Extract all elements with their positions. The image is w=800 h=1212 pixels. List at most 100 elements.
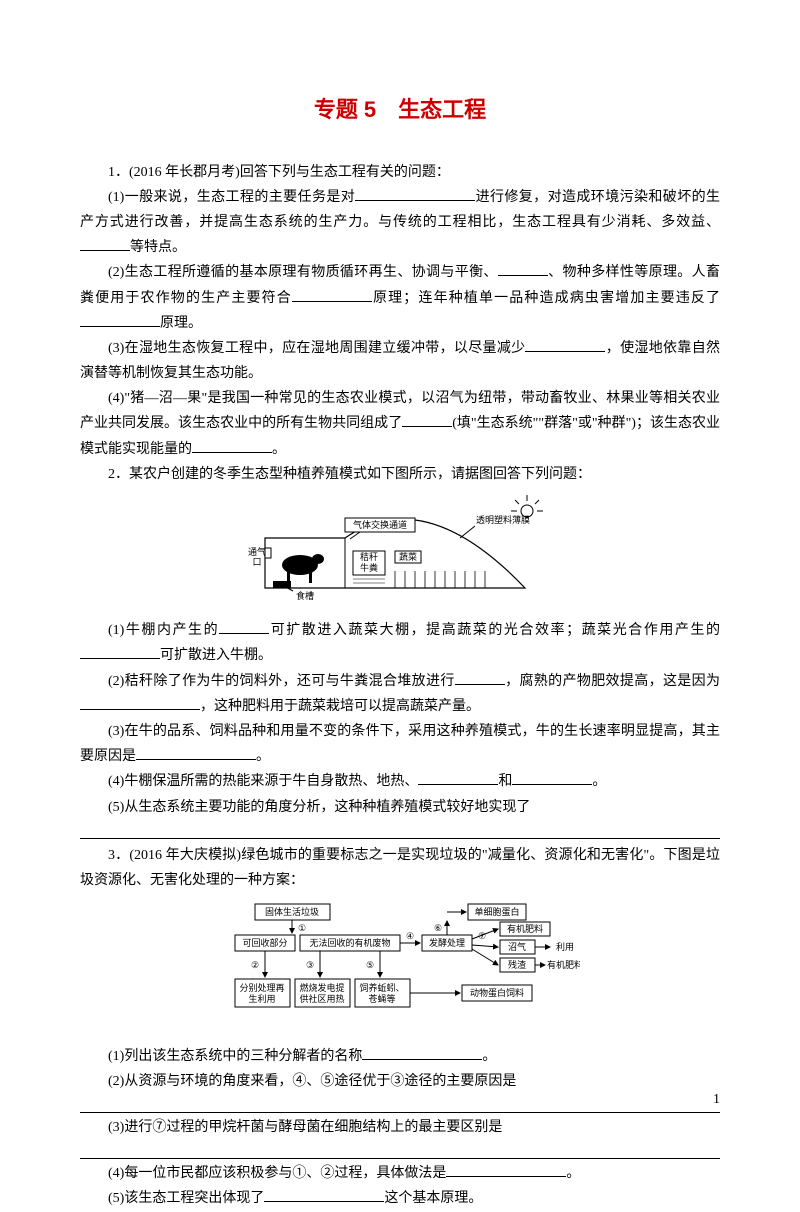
blank <box>362 1046 482 1060</box>
trough-label: 食槽 <box>296 590 314 601</box>
q2-p2: (2)秸秆除了作为牛的饲料外，还可与牛粪混合堆放进行 ，腐熟的产物肥效提高，这是因… <box>80 669 720 719</box>
blank <box>455 671 505 685</box>
text: 原理；连年种植单一品种造成病虫害增加主要违反了 <box>372 291 720 306</box>
text: 可扩散进入蔬菜大棚，提高蔬菜的光合效率；蔬菜光合作用产生的 <box>269 623 720 638</box>
diagram1-wrap: 气体交换通道 透明塑料薄膜 秸秆 牛粪 蔬菜 <box>80 493 720 612</box>
q1-p2: (2)生态工程所遵循的基本原理有物质循环再生、协调与平衡、、物种多样性等原理。人… <box>80 260 720 336</box>
text: 这个基本原理。 <box>384 1191 482 1206</box>
diagram2-wrap: 固体生活垃圾 ① 可回收部分 无法回收的有机废物 ② 分别处理再 生利用 ③ 燃… <box>80 899 720 1038</box>
separate-label1: 分别处理再 <box>239 982 284 993</box>
worm-label2: 苍蝇等 <box>368 993 395 1004</box>
blank <box>192 439 272 453</box>
n6: ⑥ <box>434 923 442 933</box>
q2-p1: (1)牛棚内产生的 可扩散进入蔬菜大棚，提高蔬菜的光合效率；蔬菜光合作用产生的可扩… <box>80 618 720 668</box>
blank <box>80 313 160 327</box>
q1-p1: (1)一般来说，生态工程的主要任务是对进行修复，对造成环境污染和破坏的生产方式进… <box>80 185 720 261</box>
q3-p5: (5)该生态工程突出体现了 这个基本原理。 <box>80 1186 720 1211</box>
page-title: 专题 5 生态工程 <box>80 90 720 130</box>
text: ，这种肥料用于蔬菜栽培可以提高蔬菜产量。 <box>200 699 480 714</box>
use-label: 利用 <box>556 941 574 952</box>
burn-label2: 供社区用热 <box>299 993 344 1004</box>
q2-p5: (5)从生态系统主要功能的角度分析，这种种植养殖模式较好地实现了 <box>80 795 720 820</box>
q2-p3: (3)在牛的品系、饲料品种和用量不变的条件下，采用这种养殖模式，牛的生长速率明显… <box>80 719 720 769</box>
n5: ⑤ <box>366 960 374 970</box>
organic-label: 有机肥料 <box>507 923 543 934</box>
text: (3)进行⑦过程的甲烷杆菌与酵母菌在细胞结构上的最主要区别是 <box>108 1120 502 1135</box>
q1-head: 1．(2016 年长郡月考)回答下列与生态工程有关的问题： <box>80 160 720 185</box>
blank-line <box>80 1096 720 1113</box>
protein-label: 单细胞蛋白 <box>474 906 519 917</box>
blank <box>402 413 452 427</box>
text: 。 <box>566 1166 580 1181</box>
text: 。 <box>482 1049 496 1064</box>
q3-p3: (3)进行⑦过程的甲烷杆菌与酵母菌在细胞结构上的最主要区别是 <box>80 1115 720 1140</box>
residue-label: 残渣 <box>508 959 526 970</box>
blank <box>512 771 592 785</box>
nonrec-label: 无法回收的有机废物 <box>309 937 390 948</box>
text: 可扩散进入牛棚。 <box>160 648 272 663</box>
n4: ④ <box>406 931 414 941</box>
separate-label2: 生利用 <box>248 993 275 1004</box>
text: 。 <box>256 749 270 764</box>
q3-head: 3．(2016 年大庆模拟)绿色城市的重要标志之一是实现垃圾的"减量化、资源化和… <box>80 843 720 893</box>
page-number: 1 <box>713 1087 720 1112</box>
fert2-label: 有机肥料 <box>547 959 580 970</box>
blank <box>292 288 372 302</box>
text: ，腐熟的产物肥效提高，这是因为 <box>505 674 720 689</box>
text: (2)秸秆除了作为牛的饲料外，还可与牛粪混合堆放进行 <box>108 674 455 689</box>
text: 。 <box>592 774 606 789</box>
greenhouse-diagram: 气体交换通道 透明塑料薄膜 秸秆 牛粪 蔬菜 <box>245 493 555 603</box>
blank-line <box>80 822 720 839</box>
n1: ① <box>298 923 306 933</box>
blank <box>264 1188 384 1202</box>
q3-p4: (4)每一位市民都应该积极参与①、②过程，具体做法是 。 <box>80 1161 720 1186</box>
text: 。 <box>272 442 286 457</box>
blank <box>80 696 200 710</box>
blank <box>355 187 475 201</box>
plastic-label: 透明塑料薄膜 <box>476 514 530 525</box>
waste-flowchart: 固体生活垃圾 ① 可回收部分 无法回收的有机废物 ② 分别处理再 生利用 ③ 燃… <box>220 899 580 1029</box>
text: (4)牛棚保温所需的热能来源于牛自身散热、地热、 <box>108 774 418 789</box>
n3: ③ <box>306 960 314 970</box>
text: (1)牛棚内产生的 <box>108 623 219 638</box>
text: (5)该生态工程突出体现了 <box>108 1191 264 1206</box>
blank <box>498 262 548 276</box>
n2: ② <box>251 960 259 970</box>
vent-label: 通气 <box>248 546 266 557</box>
text: (1)一般来说，生态工程的主要任务是对 <box>108 190 355 205</box>
blank <box>219 620 269 634</box>
vent-label2: 口 <box>252 557 261 567</box>
worm-label1: 饲养蚯蚓、 <box>359 982 404 993</box>
text: (3)在湿地生态恢复工程中，应在湿地周围建立缓冲带，以尽量减少 <box>108 341 525 356</box>
blank <box>80 645 160 659</box>
q3-p2: (2)从资源与环境的角度来看，④、⑤途径优于③途径的主要原因是 <box>80 1069 720 1094</box>
q1-p3: (3)在湿地生态恢复工程中，应在湿地周围建立缓冲带，以尽量减少，使湿地依靠自然演… <box>80 336 720 386</box>
recyclable-label: 可回收部分 <box>242 937 287 948</box>
text: (4)每一位市民都应该积极参与①、②过程，具体做法是 <box>108 1166 446 1181</box>
blank <box>446 1163 566 1177</box>
blank <box>525 338 605 352</box>
blank-line <box>80 1142 720 1159</box>
q2-p4: (4)牛棚保温所需的热能来源于牛自身散热、地热、 和 。 <box>80 769 720 794</box>
text: 原理。 <box>160 316 202 331</box>
straw-label2: 牛粪 <box>360 562 378 573</box>
q2-head: 2．某农户创建的冬季生态型种植养殖模式如下图所示，请据图回答下列问题： <box>80 462 720 487</box>
blank <box>136 746 256 760</box>
gas-label: 气体交换通道 <box>353 519 407 530</box>
text: (5)从生态系统主要功能的角度分析，这种种植养殖模式较好地实现了 <box>108 800 530 815</box>
veg-label: 蔬菜 <box>399 551 417 562</box>
biogas-label: 沼气 <box>508 941 526 952</box>
text: (1)列出该生态系统中的三种分解者的名称 <box>108 1049 362 1064</box>
solid-label: 固体生活垃圾 <box>265 906 319 917</box>
q1-p4: (4)"猪—沼—果"是我国一种常见的生态农业模式，以沼气为纽带，带动畜牧业、林果… <box>80 386 720 462</box>
text: 和 <box>498 774 512 789</box>
ferment-label: 发酵处理 <box>429 937 465 948</box>
straw-label: 秸秆 <box>360 551 378 562</box>
text: 等特点。 <box>130 240 186 255</box>
blank <box>80 237 130 251</box>
q3-p1: (1)列出该生态系统中的三种分解者的名称 。 <box>80 1044 720 1069</box>
burn-label1: 燃烧发电提 <box>299 982 344 993</box>
text: (2)生态工程所遵循的基本原理有物质循环再生、协调与平衡、 <box>108 265 498 280</box>
blank <box>418 771 498 785</box>
text: (2)从资源与环境的角度来看，④、⑤途径优于③途径的主要原因是 <box>108 1074 516 1089</box>
